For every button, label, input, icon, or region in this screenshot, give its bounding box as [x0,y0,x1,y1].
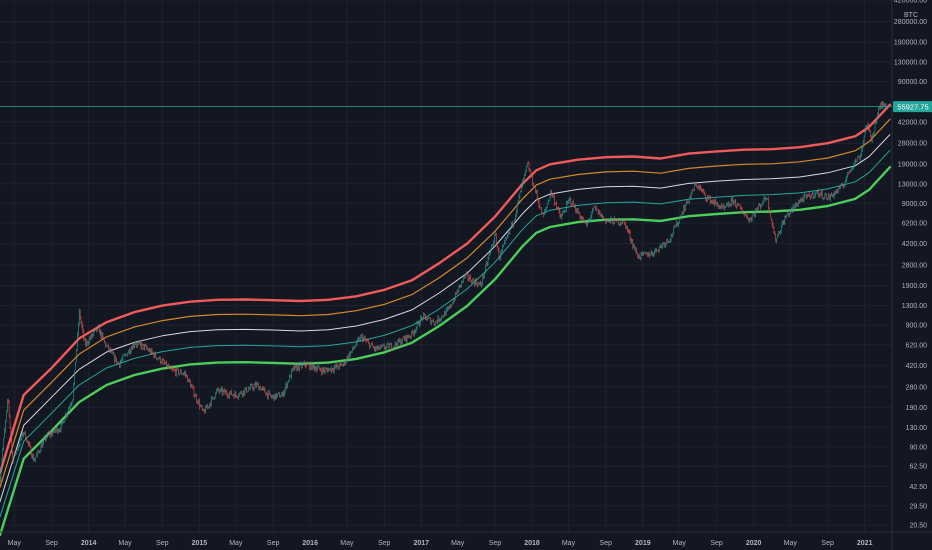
y-tick-label: 1900.00 [902,283,927,290]
y-tick-label: 90.00 [909,444,927,451]
x-tick-label: 2016 [302,540,318,547]
last-price-marker: 55927.75 [0,101,932,113]
band-4-line [0,118,891,488]
y-tick-label: 190000.00 [894,39,927,46]
x-tick-label: Sep [600,540,613,547]
y-tick-label: 280.00 [906,384,928,391]
y-tick-label: 9000.00 [902,201,927,208]
y-tick-label: 29.50 [909,503,927,510]
x-tick-label: Sep [821,540,834,547]
x-tick-label: May [229,540,243,547]
y-tick-label: 42000.00 [898,119,927,126]
y-tick-label: 620.00 [906,342,928,349]
x-tick-label: Sep [156,540,169,547]
y-tick-label: 62.50 [909,464,927,471]
x-tick-label: Sep [378,540,391,547]
x-tick-label: 2020 [746,540,762,547]
y-tick-label: 13000.00 [898,181,927,188]
y-tick-label: 1300.00 [902,303,927,310]
x-tick-label: May [673,540,687,547]
axes-layer: 420000.00 280000.00 190000.00 130000.00 9000… [8,0,927,547]
band-5-line [0,103,892,475]
y-tick-label: 4200.00 [902,241,927,248]
x-tick-label: 2018 [524,540,540,547]
y-tick-label: 420000.00 [894,0,927,5]
band-2-line [0,149,891,518]
y-tick-label: 6200.00 [902,220,927,227]
last-price-label: 55927.75 [897,102,928,111]
x-tick-label: May [340,540,354,547]
y-tick-label: 28000.00 [898,141,927,148]
y-tick-label: 19000.00 [898,161,927,168]
y-tick-label: 130.00 [906,425,928,432]
candles-layer [0,100,887,483]
x-tick-label: Sep [489,540,502,547]
y-tick-label: 420.00 [906,363,928,370]
y-tick-label: 90000.00 [898,79,927,86]
x-tick-label: May [562,540,576,547]
y-tick-label: 42.50 [909,484,927,491]
bands-layer [0,103,892,537]
x-tick-label: 2017 [413,540,429,547]
x-tick-label: 2019 [635,540,651,547]
last-price-box [893,101,932,113]
grid-lines [0,0,892,532]
y-tick-label: 2800.00 [902,263,927,270]
x-tick-label: May [118,540,132,547]
y-tick-label: 130000.00 [894,60,927,67]
x-tick-label: May [8,540,22,547]
x-tick-label: Sep [267,540,280,547]
currency-label: BTC [904,12,918,19]
y-tick-label: 280000.00 [894,19,927,26]
x-tick-label: May [784,540,798,547]
band-1-line [0,166,892,537]
y-tick-label: 900.00 [906,323,928,330]
x-tick-label: 2014 [81,540,97,547]
y-tick-label: 20.50 [909,523,927,530]
x-tick-label: 2021 [857,540,873,547]
x-tick-label: Sep [710,540,723,547]
y-tick-label: 190.00 [906,405,928,412]
x-tick-label: Sep [45,540,58,547]
x-tick-label: May [451,540,465,547]
x-tick-label: 2015 [192,540,208,547]
